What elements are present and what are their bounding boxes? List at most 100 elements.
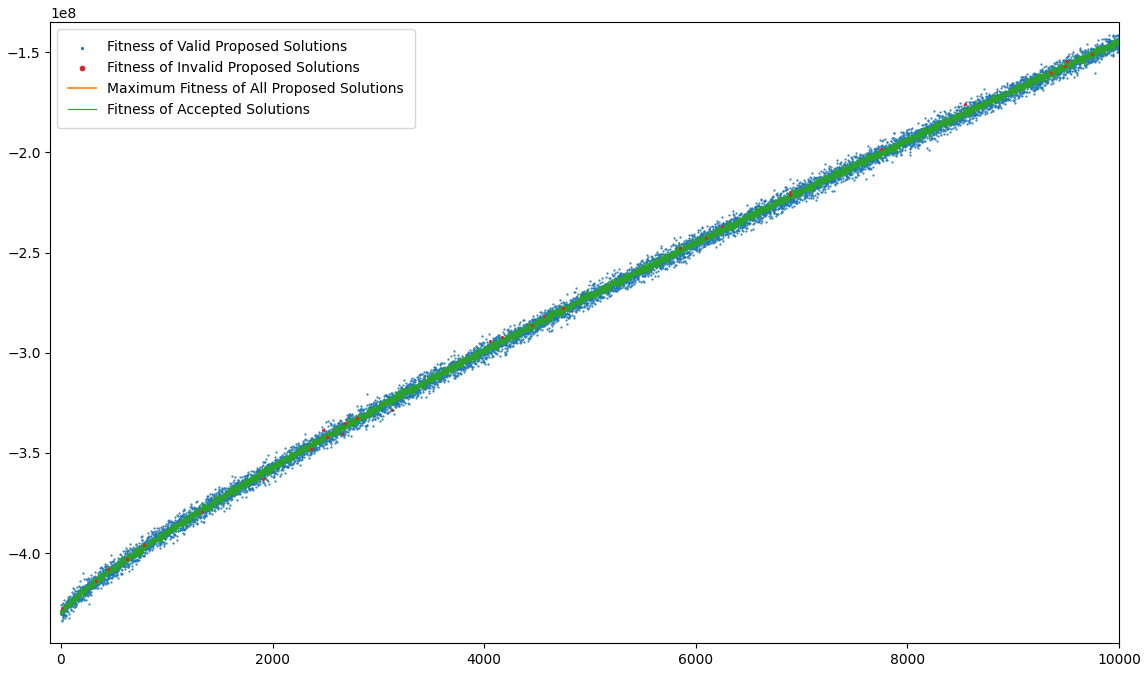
Fitness of Valid Proposed Solutions — [371, 399, 389, 410]
Fitness of Valid Proposed Solutions — [755, 195, 774, 206]
Fitness of Valid Proposed Solutions — [635, 261, 653, 272]
Fitness of Valid Proposed Solutions — [480, 342, 498, 353]
Fitness of Valid Proposed Solutions — [1083, 47, 1101, 58]
Fitness of Valid Proposed Solutions — [572, 295, 590, 305]
Fitness of Valid Proposed Solutions — [226, 490, 245, 501]
Fitness of Valid Proposed Solutions — [479, 347, 497, 358]
Fitness of Valid Proposed Solutions — [527, 317, 545, 328]
Fitness of Valid Proposed Solutions — [460, 353, 479, 364]
Fitness of Valid Proposed Solutions — [836, 157, 854, 168]
Fitness of Valid Proposed Solutions — [491, 338, 510, 348]
Fitness of Valid Proposed Solutions — [510, 326, 528, 337]
Fitness of Valid Proposed Solutions — [347, 414, 365, 425]
Fitness of Valid Proposed Solutions — [709, 226, 728, 237]
Fitness of Valid Proposed Solutions — [289, 437, 308, 448]
Fitness of Valid Proposed Solutions — [775, 197, 793, 208]
Fitness of Valid Proposed Solutions — [1008, 84, 1026, 94]
Fitness of Valid Proposed Solutions — [551, 306, 569, 317]
Fitness of Valid Proposed Solutions — [278, 453, 296, 464]
Fitness of Valid Proposed Solutions — [501, 326, 519, 336]
Fitness of Valid Proposed Solutions — [1069, 53, 1087, 63]
Fitness of Valid Proposed Solutions — [302, 433, 320, 443]
Fitness of Valid Proposed Solutions — [1101, 40, 1119, 51]
Fitness of Valid Proposed Solutions — [107, 570, 125, 581]
Fitness of Valid Proposed Solutions — [676, 255, 695, 266]
Fitness of Valid Proposed Solutions — [914, 128, 932, 139]
Fitness of Valid Proposed Solutions — [55, 599, 73, 610]
Fitness of Valid Proposed Solutions — [176, 524, 194, 534]
Fitness of Valid Proposed Solutions — [177, 516, 195, 526]
Fitness of Valid Proposed Solutions — [862, 152, 881, 162]
Fitness of Valid Proposed Solutions — [603, 274, 621, 285]
Fitness of Valid Proposed Solutions — [945, 113, 963, 123]
Fitness of Valid Proposed Solutions — [929, 124, 947, 135]
Fitness of Valid Proposed Solutions — [856, 158, 875, 169]
Fitness of Valid Proposed Solutions — [1013, 80, 1031, 91]
Fitness of Valid Proposed Solutions — [566, 298, 584, 309]
Fitness of Valid Proposed Solutions — [693, 232, 712, 243]
Fitness of Valid Proposed Solutions — [76, 590, 94, 601]
Fitness of Valid Proposed Solutions — [598, 277, 616, 288]
Fitness of Valid Proposed Solutions — [1104, 51, 1123, 62]
Fitness of Valid Proposed Solutions — [109, 553, 127, 563]
Fitness of Valid Proposed Solutions — [176, 516, 194, 526]
Fitness of Valid Proposed Solutions — [1002, 90, 1021, 100]
Fitness of Invalid Proposed Solutions — [348, 412, 366, 423]
Fitness of Valid Proposed Solutions — [727, 218, 745, 229]
Fitness of Valid Proposed Solutions — [1039, 77, 1057, 88]
Fitness of Valid Proposed Solutions — [95, 569, 114, 580]
Fitness of Valid Proposed Solutions — [313, 441, 332, 452]
Fitness of Valid Proposed Solutions — [424, 371, 442, 381]
Fitness of Valid Proposed Solutions — [992, 83, 1010, 94]
Fitness of Valid Proposed Solutions — [639, 262, 658, 272]
Fitness of Valid Proposed Solutions — [922, 113, 940, 124]
Fitness of Valid Proposed Solutions — [157, 522, 176, 533]
Fitness of Valid Proposed Solutions — [226, 483, 245, 493]
Fitness of Valid Proposed Solutions — [996, 96, 1015, 107]
Fitness of Valid Proposed Solutions — [543, 325, 561, 336]
Fitness of Valid Proposed Solutions — [792, 188, 810, 199]
Fitness of Valid Proposed Solutions — [1100, 42, 1118, 53]
Fitness of Valid Proposed Solutions — [364, 396, 382, 407]
Fitness of Valid Proposed Solutions — [1019, 75, 1038, 86]
Fitness of Valid Proposed Solutions — [558, 299, 576, 309]
Fitness of Valid Proposed Solutions — [969, 106, 987, 117]
Fitness of Valid Proposed Solutions — [744, 206, 762, 217]
Fitness of Valid Proposed Solutions — [902, 129, 921, 140]
Fitness of Valid Proposed Solutions — [154, 537, 172, 547]
Fitness of Valid Proposed Solutions — [397, 384, 416, 395]
Fitness of Valid Proposed Solutions — [740, 218, 759, 228]
Fitness of Valid Proposed Solutions — [371, 408, 389, 419]
Fitness of Valid Proposed Solutions — [696, 234, 714, 245]
Fitness of Valid Proposed Solutions — [292, 444, 310, 455]
Fitness of Valid Proposed Solutions — [256, 467, 274, 478]
Fitness of Valid Proposed Solutions — [822, 173, 840, 183]
Fitness of Valid Proposed Solutions — [285, 450, 303, 461]
Fitness of Valid Proposed Solutions — [670, 251, 689, 262]
Fitness of Valid Proposed Solutions — [691, 235, 709, 246]
Fitness of Valid Proposed Solutions — [80, 581, 99, 592]
Fitness of Valid Proposed Solutions — [965, 106, 984, 117]
Fitness of Valid Proposed Solutions — [293, 449, 311, 460]
Fitness of Valid Proposed Solutions — [631, 268, 650, 278]
Fitness of Valid Proposed Solutions — [445, 345, 464, 356]
Fitness of Valid Proposed Solutions — [916, 119, 934, 129]
Fitness of Valid Proposed Solutions — [956, 105, 975, 116]
Fitness of Valid Proposed Solutions — [396, 380, 414, 391]
Fitness of Valid Proposed Solutions — [82, 570, 100, 580]
Fitness of Valid Proposed Solutions — [326, 431, 344, 441]
Fitness of Valid Proposed Solutions — [806, 182, 824, 193]
Fitness of Valid Proposed Solutions — [557, 300, 575, 311]
Fitness of Valid Proposed Solutions — [357, 402, 375, 413]
Fitness of Valid Proposed Solutions — [933, 119, 952, 129]
Fitness of Valid Proposed Solutions — [792, 181, 810, 192]
Fitness of Valid Proposed Solutions — [708, 229, 727, 240]
Fitness of Valid Proposed Solutions — [664, 246, 682, 257]
Fitness of Valid Proposed Solutions — [88, 578, 107, 589]
Fitness of Valid Proposed Solutions — [1035, 75, 1054, 86]
Fitness of Valid Proposed Solutions — [269, 460, 287, 470]
Fitness of Valid Proposed Solutions — [129, 551, 147, 561]
Fitness of Valid Proposed Solutions — [716, 222, 735, 233]
Fitness of Valid Proposed Solutions — [821, 168, 839, 179]
Fitness of Valid Proposed Solutions — [404, 375, 422, 386]
